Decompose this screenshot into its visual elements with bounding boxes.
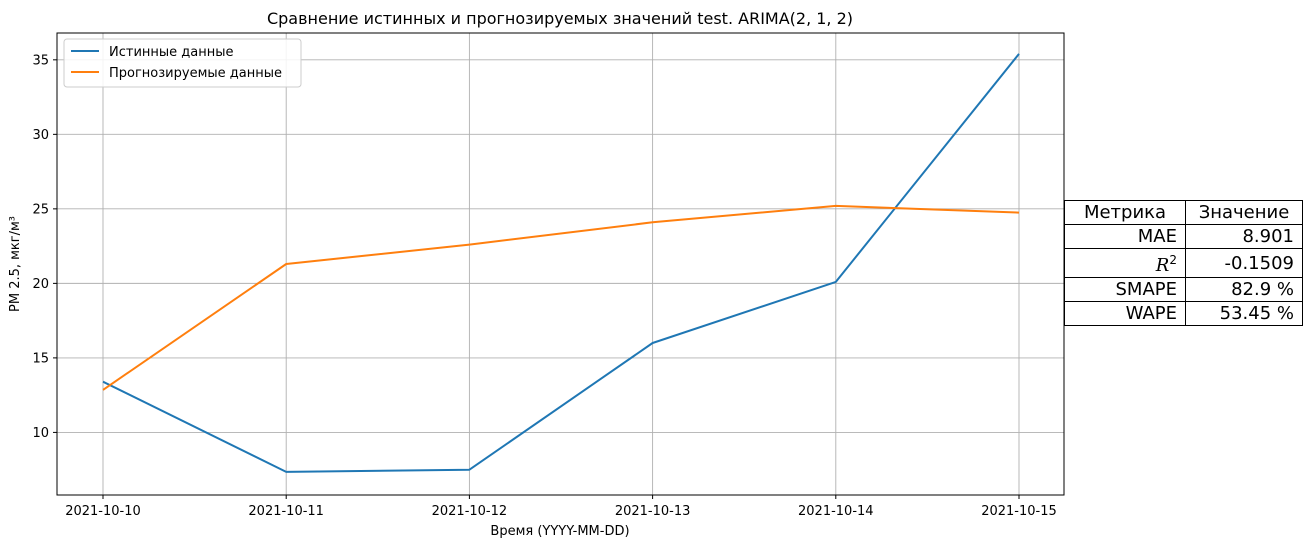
metric-column-header: Метрика (1064, 200, 1186, 225)
metric-value: 53.45 % (1185, 301, 1303, 326)
table-row: SMAPE 82.9 % (1064, 277, 1303, 302)
table-row: R2 -0.1509 (1064, 248, 1303, 278)
metrics-header-row: Метрика Значение (1064, 200, 1303, 225)
legend-label-true: Истинные данные (109, 45, 234, 60)
metric-name-base: R (1155, 255, 1170, 276)
metric-value: 8.901 (1185, 224, 1303, 249)
metric-name: SMAPE (1064, 277, 1186, 302)
plot-frame (56, 32, 1065, 496)
x-tick-label: 2021-10-12 (432, 504, 508, 519)
x-axis-label: Время (YYYY-MM-DD) (490, 524, 629, 539)
axis-ticks: 2021-10-10 2021-10-11 2021-10-12 2021-10-13… (32, 53, 1056, 519)
grid-lines (57, 33, 1064, 495)
x-tick-label: 2021-10-15 (981, 504, 1057, 519)
series-line-0 (102, 53, 1020, 473)
y-tick-label: 30 (32, 128, 49, 143)
metric-value: 82.9 % (1185, 277, 1303, 302)
x-tick-label: 2021-10-14 (798, 504, 874, 519)
y-tick-label: 20 (32, 277, 49, 292)
x-tick-label: 2021-10-10 (65, 504, 141, 519)
y-axis-label: PM 2.5, мкг/м³ (8, 216, 23, 312)
y-tick-label: 25 (32, 202, 49, 217)
chart-title: Сравнение истинных и прогнозируемых знач… (267, 9, 853, 28)
x-tick-label: 2021-10-11 (248, 504, 324, 519)
metric-name: R2 (1064, 248, 1186, 278)
metric-name: MAE (1064, 224, 1186, 249)
value-column-header: Значение (1185, 200, 1303, 225)
legend-label-forecast: Прогнозируемые данные (109, 66, 282, 81)
series-line-1 (102, 204, 1020, 391)
y-tick-label: 15 (32, 351, 49, 366)
metric-value: -0.1509 (1185, 248, 1303, 278)
legend-box (63, 38, 302, 88)
y-tick-label: 35 (32, 53, 49, 68)
table-row: WAPE 53.45 % (1064, 301, 1303, 326)
metric-name: WAPE (1064, 301, 1186, 326)
table-row: MAE 8.901 (1064, 224, 1303, 249)
metric-name-superscript: 2 (1169, 253, 1177, 267)
metrics-table: Метрика Значение MAE 8.901 R2 -0.1509 SM… (1064, 200, 1303, 326)
x-tick-label: 2021-10-13 (615, 504, 691, 519)
legend: Истинные данные Прогнозируемые данные (63, 38, 302, 88)
series-lines (102, 53, 1020, 473)
y-tick-label: 10 (32, 426, 49, 441)
